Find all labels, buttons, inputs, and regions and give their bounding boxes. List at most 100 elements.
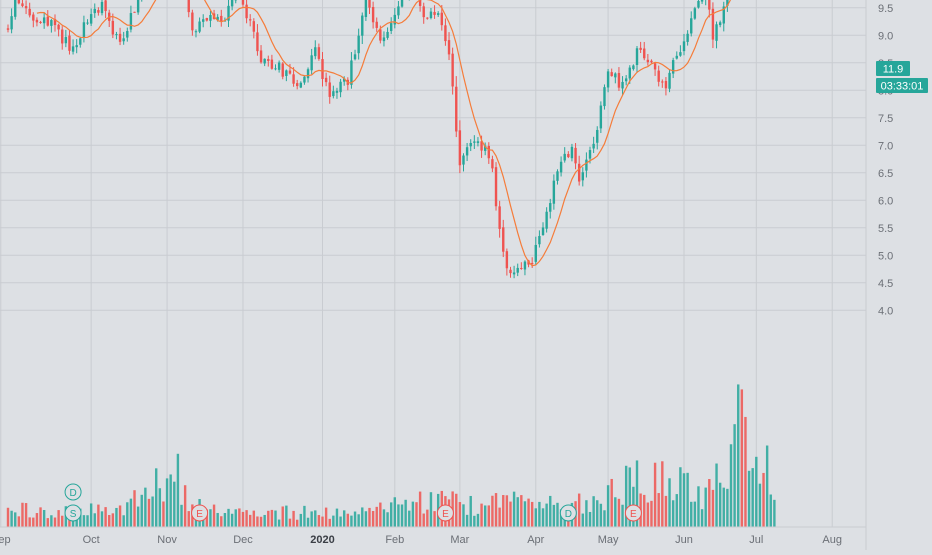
candle-body [650,61,652,63]
volume-bar [430,492,432,527]
x-tick-label: Mar [450,534,469,546]
candle-body [90,14,92,24]
volume-bar [54,518,56,527]
candle-body [719,22,721,25]
volume-bar [39,507,41,527]
volume-bar [119,505,121,527]
volume-bar [654,463,656,527]
volume-bar [177,454,179,527]
candle-body [303,77,305,83]
volume-bar [14,512,16,527]
candle-body [18,0,20,3]
candle-body [582,172,584,180]
candle-body [632,65,634,69]
candle-body [596,130,598,143]
candle-body [618,73,620,88]
volume-bar [397,504,399,527]
candle-body [307,69,309,78]
candle-body [115,34,117,35]
candle-body [661,81,663,82]
candle-body [390,23,392,31]
candle-body [441,13,443,25]
volume-bar [86,515,88,527]
volume-bar [137,507,139,527]
volume-bar [321,517,323,527]
candle-body [267,59,269,61]
candle-body [433,12,435,15]
candle-body [14,0,16,17]
volume-bar [545,504,547,527]
candle-body [448,40,450,54]
candle-body [104,0,106,11]
candle-body [101,2,103,13]
volume-bar [524,501,526,527]
volume-bar [307,518,309,527]
volume-bar [762,473,764,527]
volume-bar [242,512,244,527]
candle-body [592,144,594,149]
volume-bar [104,507,106,527]
candle-body [242,0,244,5]
candle-body [47,17,49,26]
candle-body [43,17,45,23]
volume-bar [607,485,609,527]
volume-bar [256,516,258,527]
y-tick-label: 4.5 [878,278,893,290]
candle-body [430,12,432,18]
candle-body [292,74,294,83]
candle-body [282,64,284,77]
volume-bar [209,509,211,527]
candle-body [473,141,475,142]
volume-bar [531,502,533,527]
candle-body [321,59,323,79]
candle-body [50,20,52,26]
volume-bar [647,503,649,527]
candle-body [509,270,511,273]
volume-bar [224,513,226,527]
candle-body [376,22,378,28]
volume-bar [751,468,753,527]
volume-bar [509,502,511,527]
volume-bar [712,490,714,527]
candle-body [524,262,526,270]
volume-bar [329,519,331,527]
volume-bar [408,511,410,527]
candle-body [357,36,359,53]
volume-bar [466,515,468,527]
volume-bar [245,510,247,527]
candle-body [394,15,396,25]
volume-bar [480,504,482,527]
volume-bar [122,515,124,527]
candle-body [495,167,497,206]
candle-body [86,23,88,24]
candle-body [477,141,479,143]
volume-bar [578,494,580,527]
y-tick-label: 7.5 [878,113,893,125]
candle-body [567,154,569,157]
candle-body [545,212,547,229]
volume-bar [365,511,367,527]
candle-body [560,162,562,173]
volume-bar [390,502,392,527]
volume-bar [274,511,276,527]
candle-body [694,8,696,18]
candle-body [679,52,681,56]
volume-bar [169,474,171,527]
volume-bar [383,509,385,527]
candle-body [488,146,490,158]
candle-body [708,0,710,10]
volume-bar [726,489,728,527]
candle-body [600,106,602,129]
volume-bar [285,506,287,527]
candle-body [83,22,85,37]
candle-body [647,60,649,62]
volume-bar [227,509,229,527]
volume-bar [618,499,620,527]
volume-bar [592,496,594,527]
candle-body [195,31,197,32]
volume-bar [21,503,23,527]
candle-body [676,56,678,59]
candle-body [253,21,255,32]
candle-body [122,38,124,41]
